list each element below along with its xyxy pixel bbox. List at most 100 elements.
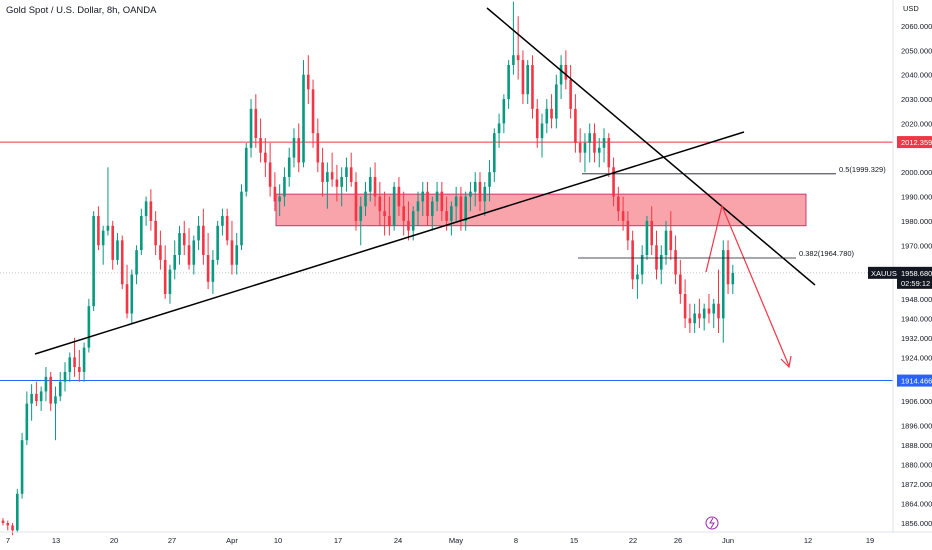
candle-body: [11, 525, 14, 531]
candle-body: [707, 308, 711, 314]
x-tick-label: 13: [52, 536, 60, 545]
y-tick-label: 1906.000: [901, 397, 932, 406]
candle-body: [192, 240, 196, 265]
symbol-badge-text: XAUUSD: [871, 269, 903, 278]
candle-body: [168, 269, 172, 294]
candle-body: [345, 167, 348, 178]
x-tick-label: 24: [394, 536, 402, 545]
candle-body: [602, 138, 606, 148]
candle-body: [402, 206, 405, 221]
y-tick-label: 1924.000: [901, 353, 932, 362]
candle-body: [140, 216, 143, 251]
candle-body: [230, 240, 234, 265]
candle-body: [392, 186, 396, 226]
candle-body: [473, 181, 477, 192]
symbol-badge: [868, 266, 897, 279]
y-tick-label: 1990.000: [901, 193, 932, 202]
candle-body: [650, 220, 654, 246]
candle-body: [154, 220, 157, 246]
candle-body: [411, 211, 415, 231]
x-tick-label: May: [449, 536, 463, 545]
candle-body: [1, 520, 5, 523]
candle-body: [187, 245, 191, 265]
candle-body: [721, 250, 725, 319]
x-tick-label: 8: [514, 536, 518, 545]
candle-body: [416, 201, 420, 212]
y-tick-label: 1880.000: [901, 461, 932, 470]
candle-body: [68, 357, 72, 372]
lightning-icon: [705, 516, 719, 530]
candle-body: [120, 240, 124, 285]
candle-body: [626, 220, 630, 241]
candle-body: [82, 347, 86, 372]
candle-body: [264, 152, 267, 163]
candle-body: [631, 240, 634, 280]
candle-body: [268, 162, 272, 187]
x-tick-label: 7: [6, 536, 10, 545]
candle-body: [373, 177, 377, 197]
candle-body: [326, 172, 329, 182]
candle-body: [407, 220, 410, 231]
candle-body: [698, 313, 701, 319]
candle-body: [125, 284, 129, 314]
candle-body: [507, 64, 510, 100]
candle-body: [149, 201, 153, 221]
candle-body: [617, 196, 620, 212]
candle-body: [240, 191, 243, 246]
candle-body: [597, 147, 601, 153]
candle-body: [49, 376, 52, 404]
y-tick-label: 1948.000: [901, 295, 932, 304]
fib-levels: 0.5(1999.329) 0.382(1964.780): [578, 165, 886, 259]
candle-body: [683, 293, 687, 319]
chart-title: Gold Spot / U.S. Dollar, 8h, OANDA: [6, 5, 157, 16]
candle-body: [306, 74, 310, 90]
candle-body: [502, 99, 506, 124]
current-price-text: 1958.680: [901, 269, 932, 278]
candle-body: [645, 220, 649, 256]
candle-body: [583, 142, 587, 153]
candle-body: [297, 138, 301, 163]
fib-level-label: 0.5(1999.329): [839, 165, 886, 174]
candle-body: [488, 172, 491, 187]
ascending-trendline: [34, 131, 745, 355]
candle-body: [669, 230, 673, 251]
candle-body: [612, 167, 615, 197]
x-tick-label: 27: [168, 536, 176, 545]
candle-body: [116, 240, 119, 260]
candle-body: [588, 133, 592, 143]
candle-body: [206, 255, 210, 282]
candle-body: [44, 376, 48, 392]
candle-body: [349, 167, 353, 182]
candle-body: [431, 201, 434, 217]
x-tick-label: Jun: [722, 536, 734, 545]
candle-body: [340, 177, 343, 187]
candle-body: [450, 206, 453, 221]
y-tick-label: 1932.000: [901, 334, 932, 343]
candle-body: [273, 186, 277, 202]
candle-body: [726, 250, 730, 285]
currency-label: USD: [903, 4, 919, 13]
candle-body: [354, 181, 358, 221]
candle-body: [664, 230, 668, 256]
candle-body: [464, 196, 467, 221]
x-tick-label: 17: [334, 536, 342, 545]
candle-body: [564, 64, 568, 80]
candle-body: [254, 108, 258, 139]
candle-body: [383, 211, 386, 217]
candles: [1, 1, 735, 536]
candle-body: [679, 274, 682, 294]
candle-body: [30, 393, 33, 404]
candle-body: [478, 181, 482, 202]
lightning-icon-bolt: [709, 517, 715, 529]
candle-body: [244, 147, 248, 192]
y-tick-label: 1856.000: [901, 519, 932, 528]
y-tick-label: 1872.000: [901, 480, 932, 489]
candle-body: [35, 393, 38, 402]
candle-body: [540, 123, 544, 139]
y-tick-label: 1888.000: [901, 441, 932, 450]
candle-body: [493, 133, 496, 173]
candle-body: [521, 60, 525, 95]
candle-body: [693, 313, 696, 324]
